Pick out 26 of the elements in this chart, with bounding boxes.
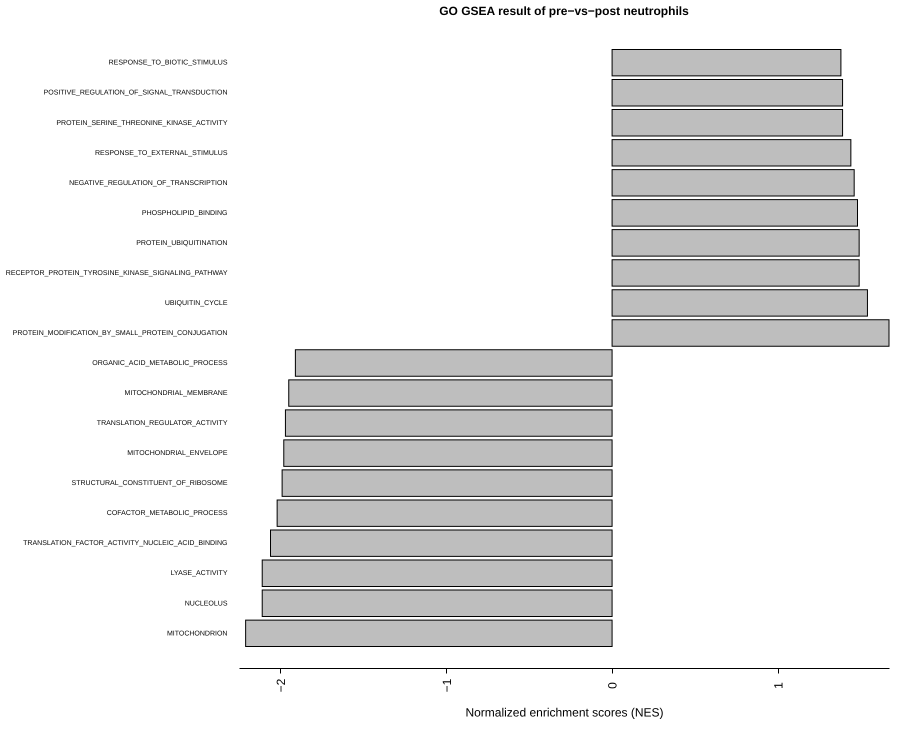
x-axis-title: Normalized enrichment scores (NES) — [465, 705, 664, 720]
bar — [276, 499, 613, 527]
bar — [612, 49, 842, 76]
bar — [284, 409, 613, 437]
bar — [612, 169, 855, 197]
bar — [612, 79, 844, 106]
bar — [294, 349, 613, 377]
bar — [245, 620, 613, 647]
bar — [612, 319, 890, 347]
bar — [612, 139, 852, 167]
x-tick-label: −2 — [274, 678, 288, 692]
bar — [612, 289, 868, 317]
bar — [288, 379, 613, 407]
bar — [612, 199, 858, 227]
bar — [270, 529, 613, 557]
bar — [262, 560, 613, 587]
x-tick-label: −1 — [440, 678, 454, 692]
bar — [612, 109, 844, 136]
x-tick-label: 1 — [771, 682, 786, 689]
chart-title: GO GSEA result of pre−vs−post neutrophils — [439, 4, 690, 18]
bar — [262, 590, 613, 617]
bar — [612, 259, 860, 287]
x-tick-label: 0 — [606, 682, 620, 689]
bar — [282, 469, 613, 497]
bar — [283, 439, 613, 467]
bar — [612, 229, 860, 257]
